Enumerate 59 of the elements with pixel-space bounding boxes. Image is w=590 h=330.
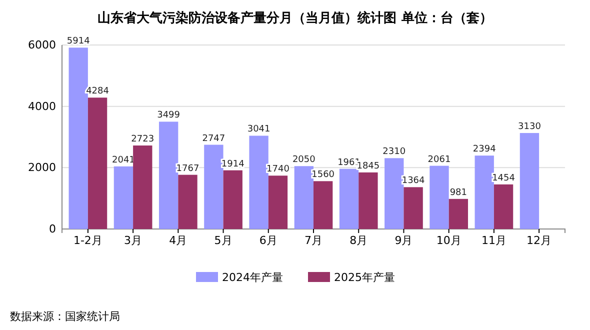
data-label: 2394 (472, 144, 496, 155)
y-tick-label: 6000 (28, 38, 56, 52)
x-tick-label: 5月 (214, 234, 232, 247)
data-label: 3130 (518, 122, 542, 132)
bar (178, 174, 198, 229)
data-label: 5914 (66, 36, 90, 47)
data-label: 2310 (382, 147, 406, 158)
data-label: 1740 (266, 164, 290, 175)
data-label: 3041 (247, 124, 270, 135)
x-tick-label: 7月 (304, 234, 322, 247)
x-tick-label: 6月 (259, 234, 278, 247)
data-label: 1560 (312, 170, 335, 180)
x-tick-label: 1-2月 (73, 234, 102, 247)
bar (88, 98, 108, 229)
x-tick-label: 8月 (350, 234, 368, 247)
y-tick-label: 2000 (28, 161, 56, 174)
legend-label: 2024年产量 (222, 271, 283, 284)
data-label: 1845 (356, 161, 380, 172)
bar (448, 198, 468, 229)
bar (494, 184, 514, 229)
bar (384, 158, 404, 229)
bar (133, 145, 152, 229)
bar (158, 122, 178, 229)
y-tick-label: 0 (49, 222, 56, 236)
data-label: 1454 (492, 173, 516, 184)
bar (268, 176, 288, 229)
data-label: 2723 (131, 134, 154, 144)
data-label: 3499 (157, 110, 180, 121)
data-label: 1767 (176, 164, 200, 174)
data-label: 1914 (221, 159, 245, 170)
x-tick-label: 10月 (436, 234, 462, 247)
x-tick-label: 11月 (481, 234, 506, 247)
data-label: 2050 (292, 155, 316, 166)
bar (204, 144, 224, 229)
bar (249, 136, 268, 229)
bar (114, 166, 134, 229)
bar (223, 170, 242, 229)
bar (339, 168, 359, 229)
bar (314, 181, 333, 229)
x-tick-label: 9月 (394, 234, 413, 247)
bar (358, 172, 378, 229)
y-tick-label: 4000 (28, 100, 56, 113)
data-label: 4284 (86, 86, 110, 97)
bar (404, 187, 423, 229)
bar (294, 166, 314, 229)
legend-label: 2025年产量 (334, 271, 395, 284)
bar (430, 166, 449, 229)
bar (520, 133, 540, 229)
x-tick-label: 4月 (169, 234, 188, 247)
bar (68, 48, 88, 229)
data-label: 1364 (402, 176, 426, 186)
source-note: 数据来源：国家统计局 (10, 310, 120, 323)
x-tick-label: 12月 (526, 234, 552, 247)
chart-title: 山东省大气污染防治设备产量分月（当月值）统计图 单位：台（套） (98, 10, 492, 26)
x-tick-label: 3月 (124, 234, 142, 247)
data-label: 981 (450, 188, 468, 198)
bar (474, 156, 494, 229)
data-label: 2747 (202, 134, 226, 144)
data-label: 2061 (428, 154, 451, 165)
